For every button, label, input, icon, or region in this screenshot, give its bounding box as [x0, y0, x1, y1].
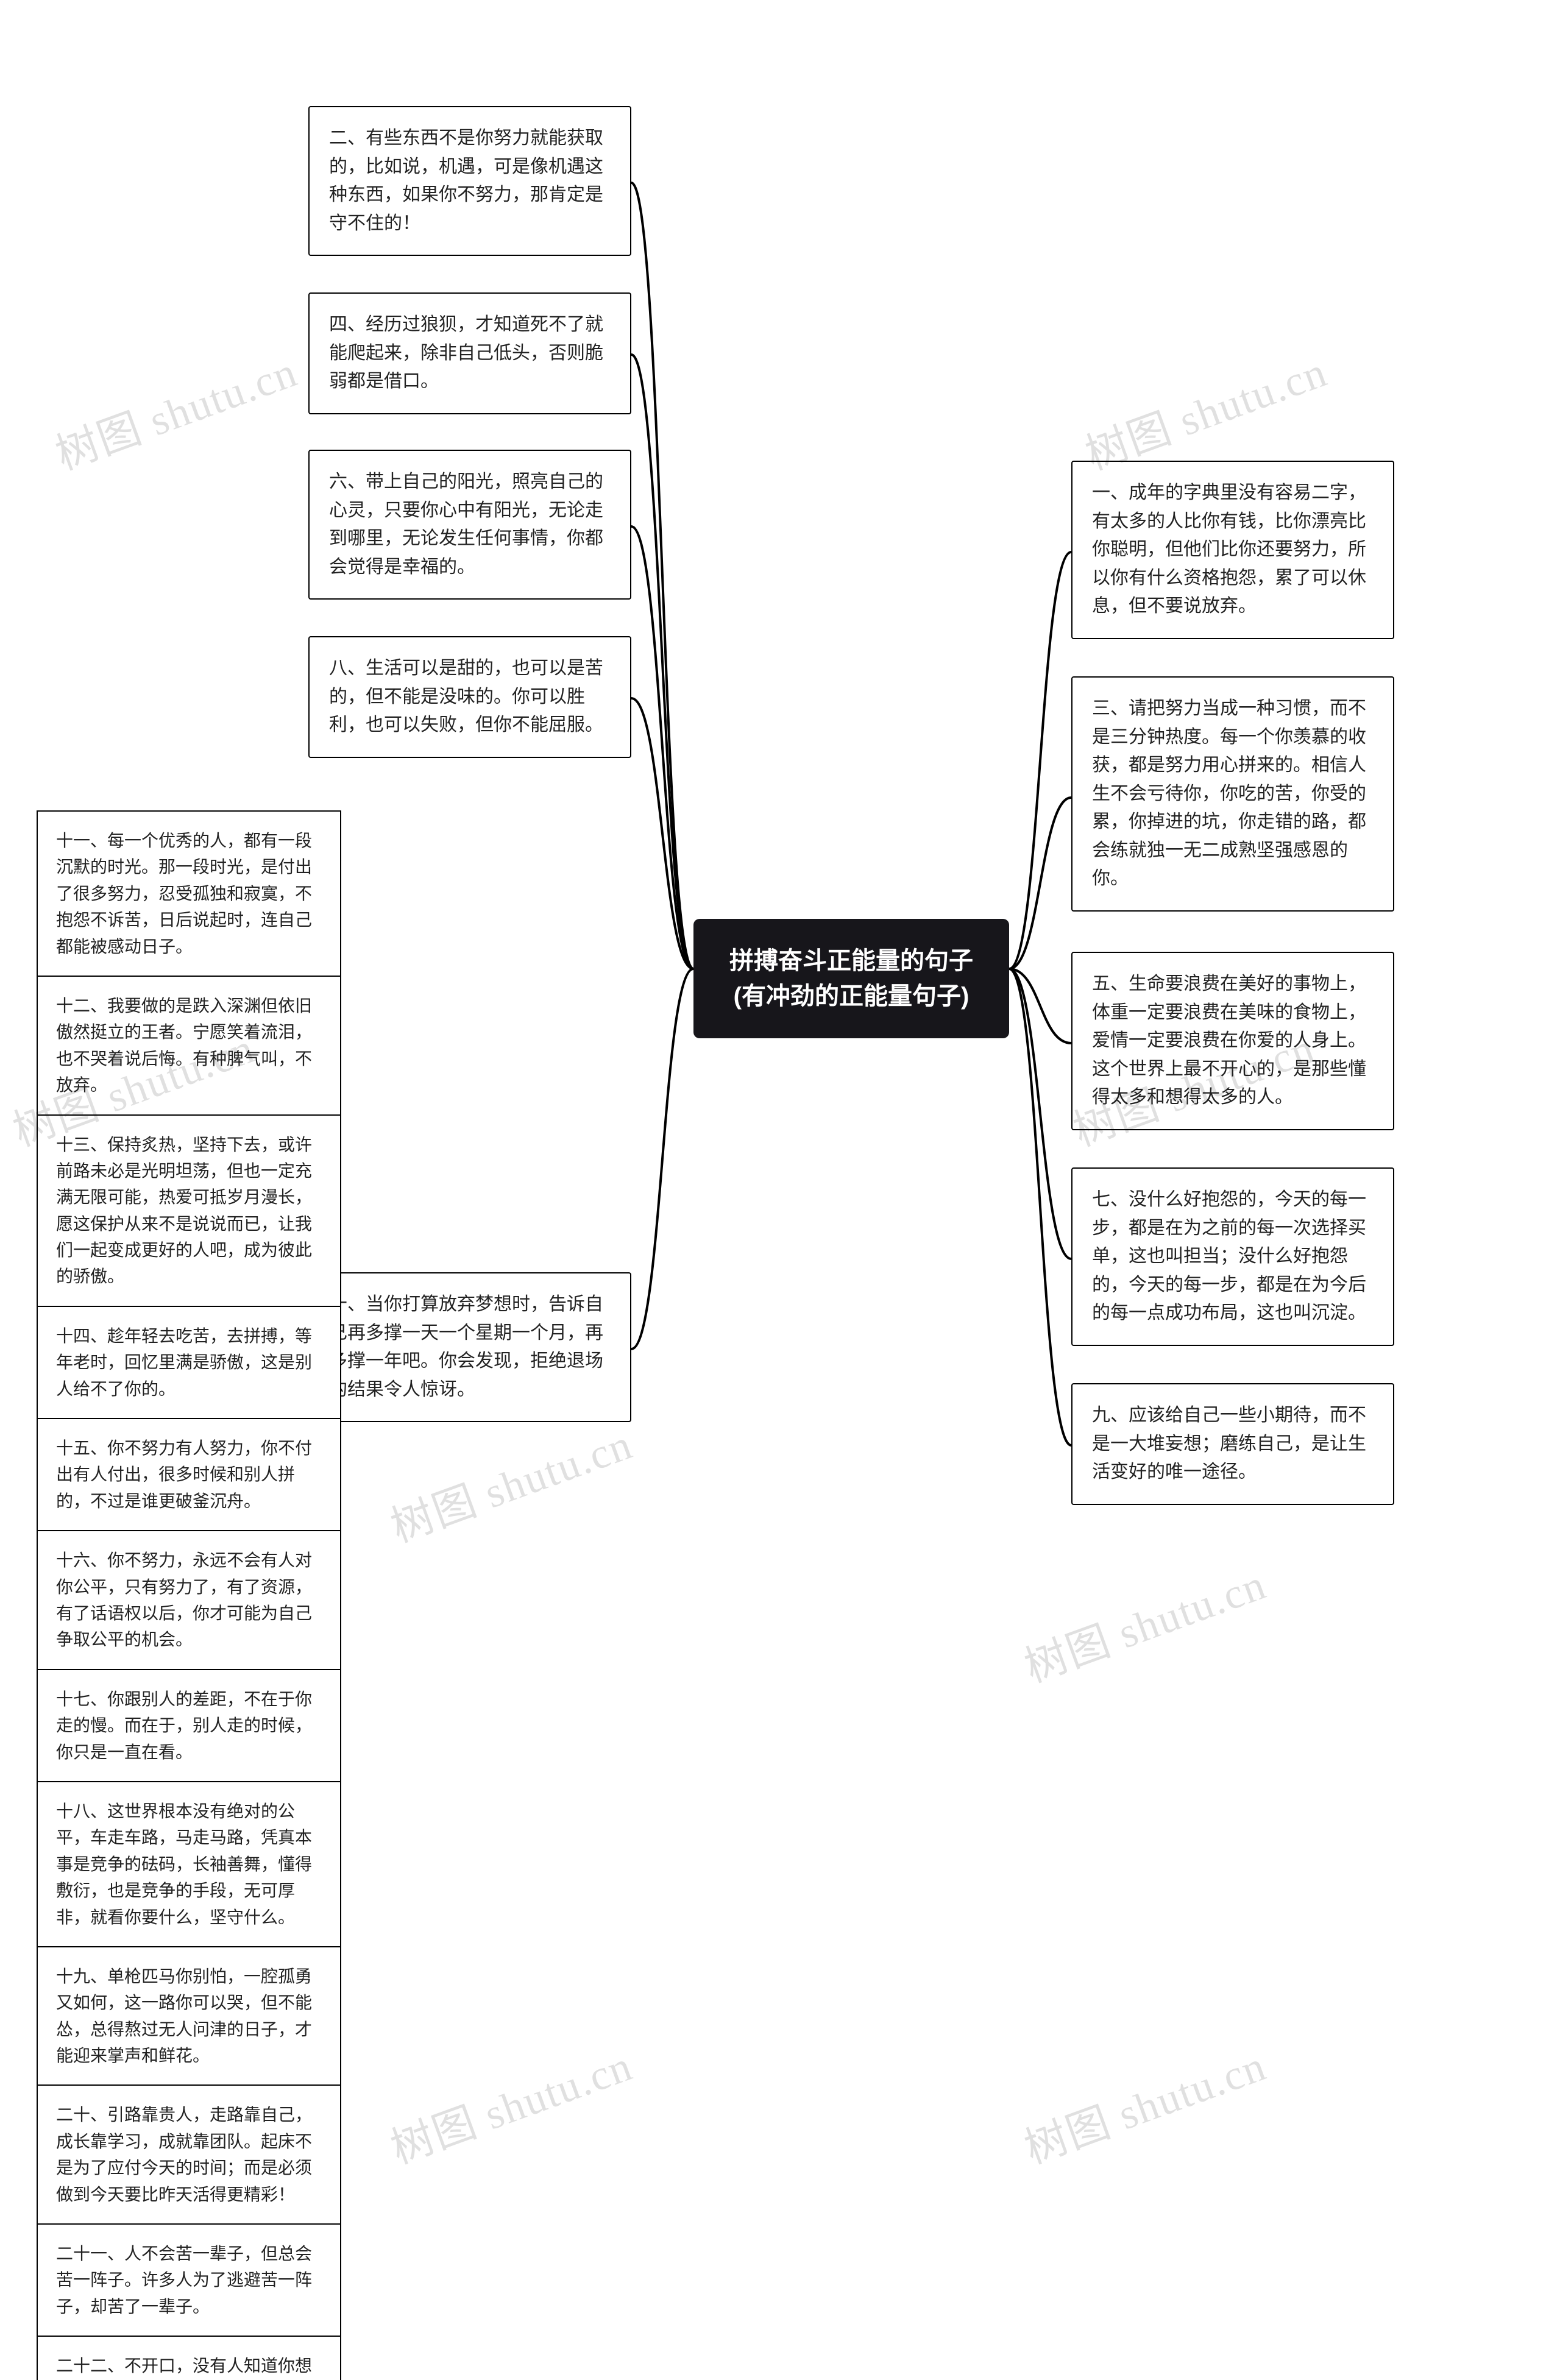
watermark: 树图 shutu.cn [46, 338, 304, 482]
left-node-l6: 六、带上自己的阳光，照亮自己的心灵，只要你心中有阳光，无论走到哪里，无论发生任何… [308, 450, 631, 600]
stack-item: 十二、我要做的是跌入深渊但依旧傲然挺立的王者。宁愿笑着流泪，也不哭着说后悔。有种… [37, 977, 341, 1116]
watermark: 树图 shutu.cn [1015, 2031, 1273, 2176]
watermark: 树图 shutu.cn [381, 2031, 639, 2176]
stack-item: 二十、引路靠贵人，走路靠自己，成长靠学习，成就靠团队。起床不是为了应付今天的时间… [37, 2086, 341, 2225]
right-node-r7: 七、没什么好抱怨的，今天的每一步，都是在为之前的每一次选择买单，这也叫担当；没什… [1071, 1167, 1394, 1346]
left-node-l2: 二、有些东西不是你努力就能获取的，比如说，机遇，可是像机遇这种东西，如果你不努力… [308, 106, 631, 256]
stack-item: 十六、你不努力，永远不会有人对你公平，只有努力了，有了资源，有了话语权以后，你才… [37, 1531, 341, 1670]
right-node-r3: 三、请把努力当成一种习惯，而不是三分钟热度。每一个你羡慕的收获，都是努力用心拼来… [1071, 676, 1394, 912]
stack-item: 十七、你跟别人的差距，不在于你走的慢。而在于，别人走的时候，你只是一直在看。 [37, 1670, 341, 1782]
stack-item: 十四、趁年轻去吃苦，去拼搏，等年老时，回忆里满是骄傲，这是别人给不了你的。 [37, 1307, 341, 1419]
stack-item: 十三、保持炙热，坚持下去，或许前路未必是光明坦荡，但也一定充满无限可能，热爱可抵… [37, 1116, 341, 1307]
right-node-r5: 五、生命要浪费在美好的事物上，体重一定要浪费在美味的食物上，爱情一定要浪费在你爱… [1071, 952, 1394, 1130]
center-node: 拼搏奋斗正能量的句子(有冲劲的正能量句子) [693, 919, 1009, 1038]
stack-column: 十一、每一个优秀的人，都有一段沉默的时光。那一段时光，是付出了很多努力，忍受孤独… [37, 810, 341, 2380]
stack-item: 二十一、人不会苦一辈子，但总会苦一阵子。许多人为了逃避苦一阵子，却苦了一辈子。 [37, 2225, 341, 2337]
stack-item: 十九、单枪匹马你别怕，一腔孤勇又如何，这一路你可以哭，但不能怂，总得熬过无人问津… [37, 1947, 341, 2086]
left-node-l10: 十、当你打算放弃梦想时，告诉自己再多撑一天一个星期一个月，再多撑一年吧。你会发现… [308, 1272, 631, 1422]
stack-item: 十八、这世界根本没有绝对的公平，车走车路，马走马路，凭真本事是竞争的砝码，长袖善… [37, 1782, 341, 1947]
left-node-l8: 八、生活可以是甜的，也可以是苦的，但不能是没味的。你可以胜利，也可以失败，但你不… [308, 636, 631, 758]
watermark: 树图 shutu.cn [1015, 1550, 1273, 1695]
right-node-r9: 九、应该给自己一些小期待，而不是一大堆妄想；磨练自己，是让生活变好的唯一途径。 [1071, 1383, 1394, 1505]
stack-item: 二十二、不开口，没有人知道你想要什么；不去做，任何想法都只在脑海里游泳；不迈出脚… [37, 2337, 341, 2380]
mindmap-canvas: 拼搏奋斗正能量的句子(有冲劲的正能量句子) 一、成年的字典里没有容易二字，有太多的… [0, 0, 1560, 2380]
stack-item: 十五、你不努力有人努力，你不付出有人付出，很多时候和别人拼的，不过是谁更破釜沉舟… [37, 1419, 341, 1531]
stack-item: 十一、每一个优秀的人，都有一段沉默的时光。那一段时光，是付出了很多努力，忍受孤独… [37, 810, 341, 977]
left-node-l4: 四、经历过狼狈，才知道死不了就能爬起来，除非自己低头，否则脆弱都是借口。 [308, 292, 631, 414]
right-node-r1: 一、成年的字典里没有容易二字，有太多的人比你有钱，比你漂亮比你聪明，但他们比你还… [1071, 461, 1394, 639]
watermark: 树图 shutu.cn [381, 1410, 639, 1554]
